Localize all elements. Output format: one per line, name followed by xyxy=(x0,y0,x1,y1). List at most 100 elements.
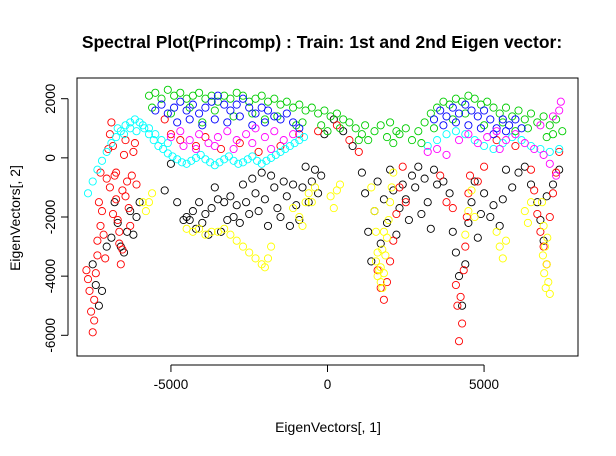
data-point-series-7 xyxy=(387,183,396,192)
data-point-series-3 xyxy=(163,149,172,158)
data-point-series-2 xyxy=(96,221,105,230)
data-point-series-5 xyxy=(195,109,204,118)
data-point-series-1 xyxy=(132,212,141,222)
data-point-series-5 xyxy=(198,121,207,130)
data-point-series-1 xyxy=(376,239,385,248)
data-point-series-1 xyxy=(514,168,523,177)
data-point-series-7 xyxy=(289,204,298,213)
data-point-series-5 xyxy=(173,118,182,127)
data-point-series-6 xyxy=(179,141,188,151)
data-point-series-6 xyxy=(545,159,554,168)
data-point-series-2 xyxy=(107,118,116,127)
data-point-series-3 xyxy=(220,155,229,164)
data-point-series-4 xyxy=(545,121,554,130)
data-point-series-3 xyxy=(215,158,224,167)
data-point-series-5 xyxy=(276,115,285,124)
data-point-series-3 xyxy=(119,130,129,139)
data-point-series-7 xyxy=(520,207,529,216)
data-point-series-3 xyxy=(267,153,276,162)
data-point-series-4 xyxy=(552,115,561,124)
data-point-series-3 xyxy=(144,124,154,133)
data-point-series-5 xyxy=(207,97,216,106)
data-point-series-2 xyxy=(552,168,561,177)
data-point-series-1 xyxy=(317,171,326,180)
data-point-series-3 xyxy=(177,158,186,167)
data-point-series-2 xyxy=(102,174,111,183)
data-point-series-2 xyxy=(112,168,121,177)
data-point-series-3 xyxy=(433,136,442,145)
data-point-series-5 xyxy=(289,118,298,127)
data-point-series-3 xyxy=(271,150,280,159)
data-point-series-2 xyxy=(451,280,460,290)
data-point-series-5 xyxy=(282,109,291,118)
data-point-series-6 xyxy=(511,130,520,139)
data-point-series-3 xyxy=(206,158,215,167)
data-point-series-3 xyxy=(151,130,160,139)
data-point-series-2 xyxy=(90,295,99,304)
data-point-series-7 xyxy=(141,207,150,216)
data-point-series-1 xyxy=(88,260,97,269)
data-point-series-2 xyxy=(254,147,263,156)
data-point-series-6 xyxy=(501,136,511,145)
data-point-series-7 xyxy=(376,263,385,272)
data-point-series-2 xyxy=(459,266,468,275)
data-point-series-5 xyxy=(245,103,254,112)
data-point-series-6 xyxy=(289,130,298,139)
data-point-series-4 xyxy=(354,136,363,145)
data-point-series-4 xyxy=(238,91,248,100)
data-point-series-2 xyxy=(480,162,489,171)
data-point-series-3 xyxy=(295,136,304,145)
data-point-series-2 xyxy=(132,180,141,189)
data-point-series-3 xyxy=(461,130,470,139)
data-point-series-5 xyxy=(498,115,507,124)
data-point-series-2 xyxy=(85,286,94,295)
data-point-series-5 xyxy=(439,121,448,130)
data-point-series-7 xyxy=(540,269,549,278)
data-point-series-7 xyxy=(523,218,532,227)
data-point-series-4 xyxy=(429,124,439,133)
data-point-series-7 xyxy=(542,260,551,269)
data-point-series-1 xyxy=(445,189,454,198)
data-point-series-1 xyxy=(260,195,269,204)
data-point-series-7 xyxy=(138,198,147,207)
data-point-series-1 xyxy=(135,198,144,207)
data-point-series-6 xyxy=(520,139,529,148)
data-point-series-5 xyxy=(213,91,222,100)
data-point-series-1 xyxy=(160,186,169,195)
data-point-series-4 xyxy=(257,91,266,100)
data-point-series-3 xyxy=(182,159,191,168)
data-point-series-1 xyxy=(304,198,313,207)
data-point-series-1 xyxy=(97,286,107,295)
data-point-series-2 xyxy=(345,136,354,145)
data-point-series-7 xyxy=(543,233,552,242)
data-point-series-6 xyxy=(423,147,432,156)
data-point-series-2 xyxy=(398,162,407,171)
data-point-series-6 xyxy=(267,144,276,154)
data-point-series-1 xyxy=(454,272,464,281)
data-point-series-4 xyxy=(282,97,291,106)
data-point-series-1 xyxy=(498,195,507,204)
data-point-series-4 xyxy=(332,109,341,118)
points-layer xyxy=(82,85,567,346)
data-point-series-4 xyxy=(407,136,417,145)
data-point-series-4 xyxy=(307,103,316,112)
data-point-series-4 xyxy=(345,118,354,127)
data-point-series-2 xyxy=(533,209,542,219)
data-point-series-5 xyxy=(232,100,241,109)
data-point-series-2 xyxy=(442,198,451,207)
data-point-series-6 xyxy=(232,136,241,145)
data-point-series-1 xyxy=(232,201,241,210)
data-point-series-6 xyxy=(495,144,504,154)
data-point-series-3 xyxy=(238,158,248,167)
data-point-series-1 xyxy=(191,224,201,233)
data-point-series-7 xyxy=(251,254,260,263)
data-point-series-1 xyxy=(254,207,263,216)
data-point-series-2 xyxy=(235,139,244,148)
data-point-series-3 xyxy=(113,124,122,133)
data-point-series-2 xyxy=(401,198,410,207)
data-point-series-6 xyxy=(229,144,238,154)
data-point-series-2 xyxy=(113,215,122,225)
data-point-series-1 xyxy=(361,189,370,198)
data-point-series-3 xyxy=(248,152,257,161)
x-tick-label: -5000 xyxy=(154,377,189,392)
